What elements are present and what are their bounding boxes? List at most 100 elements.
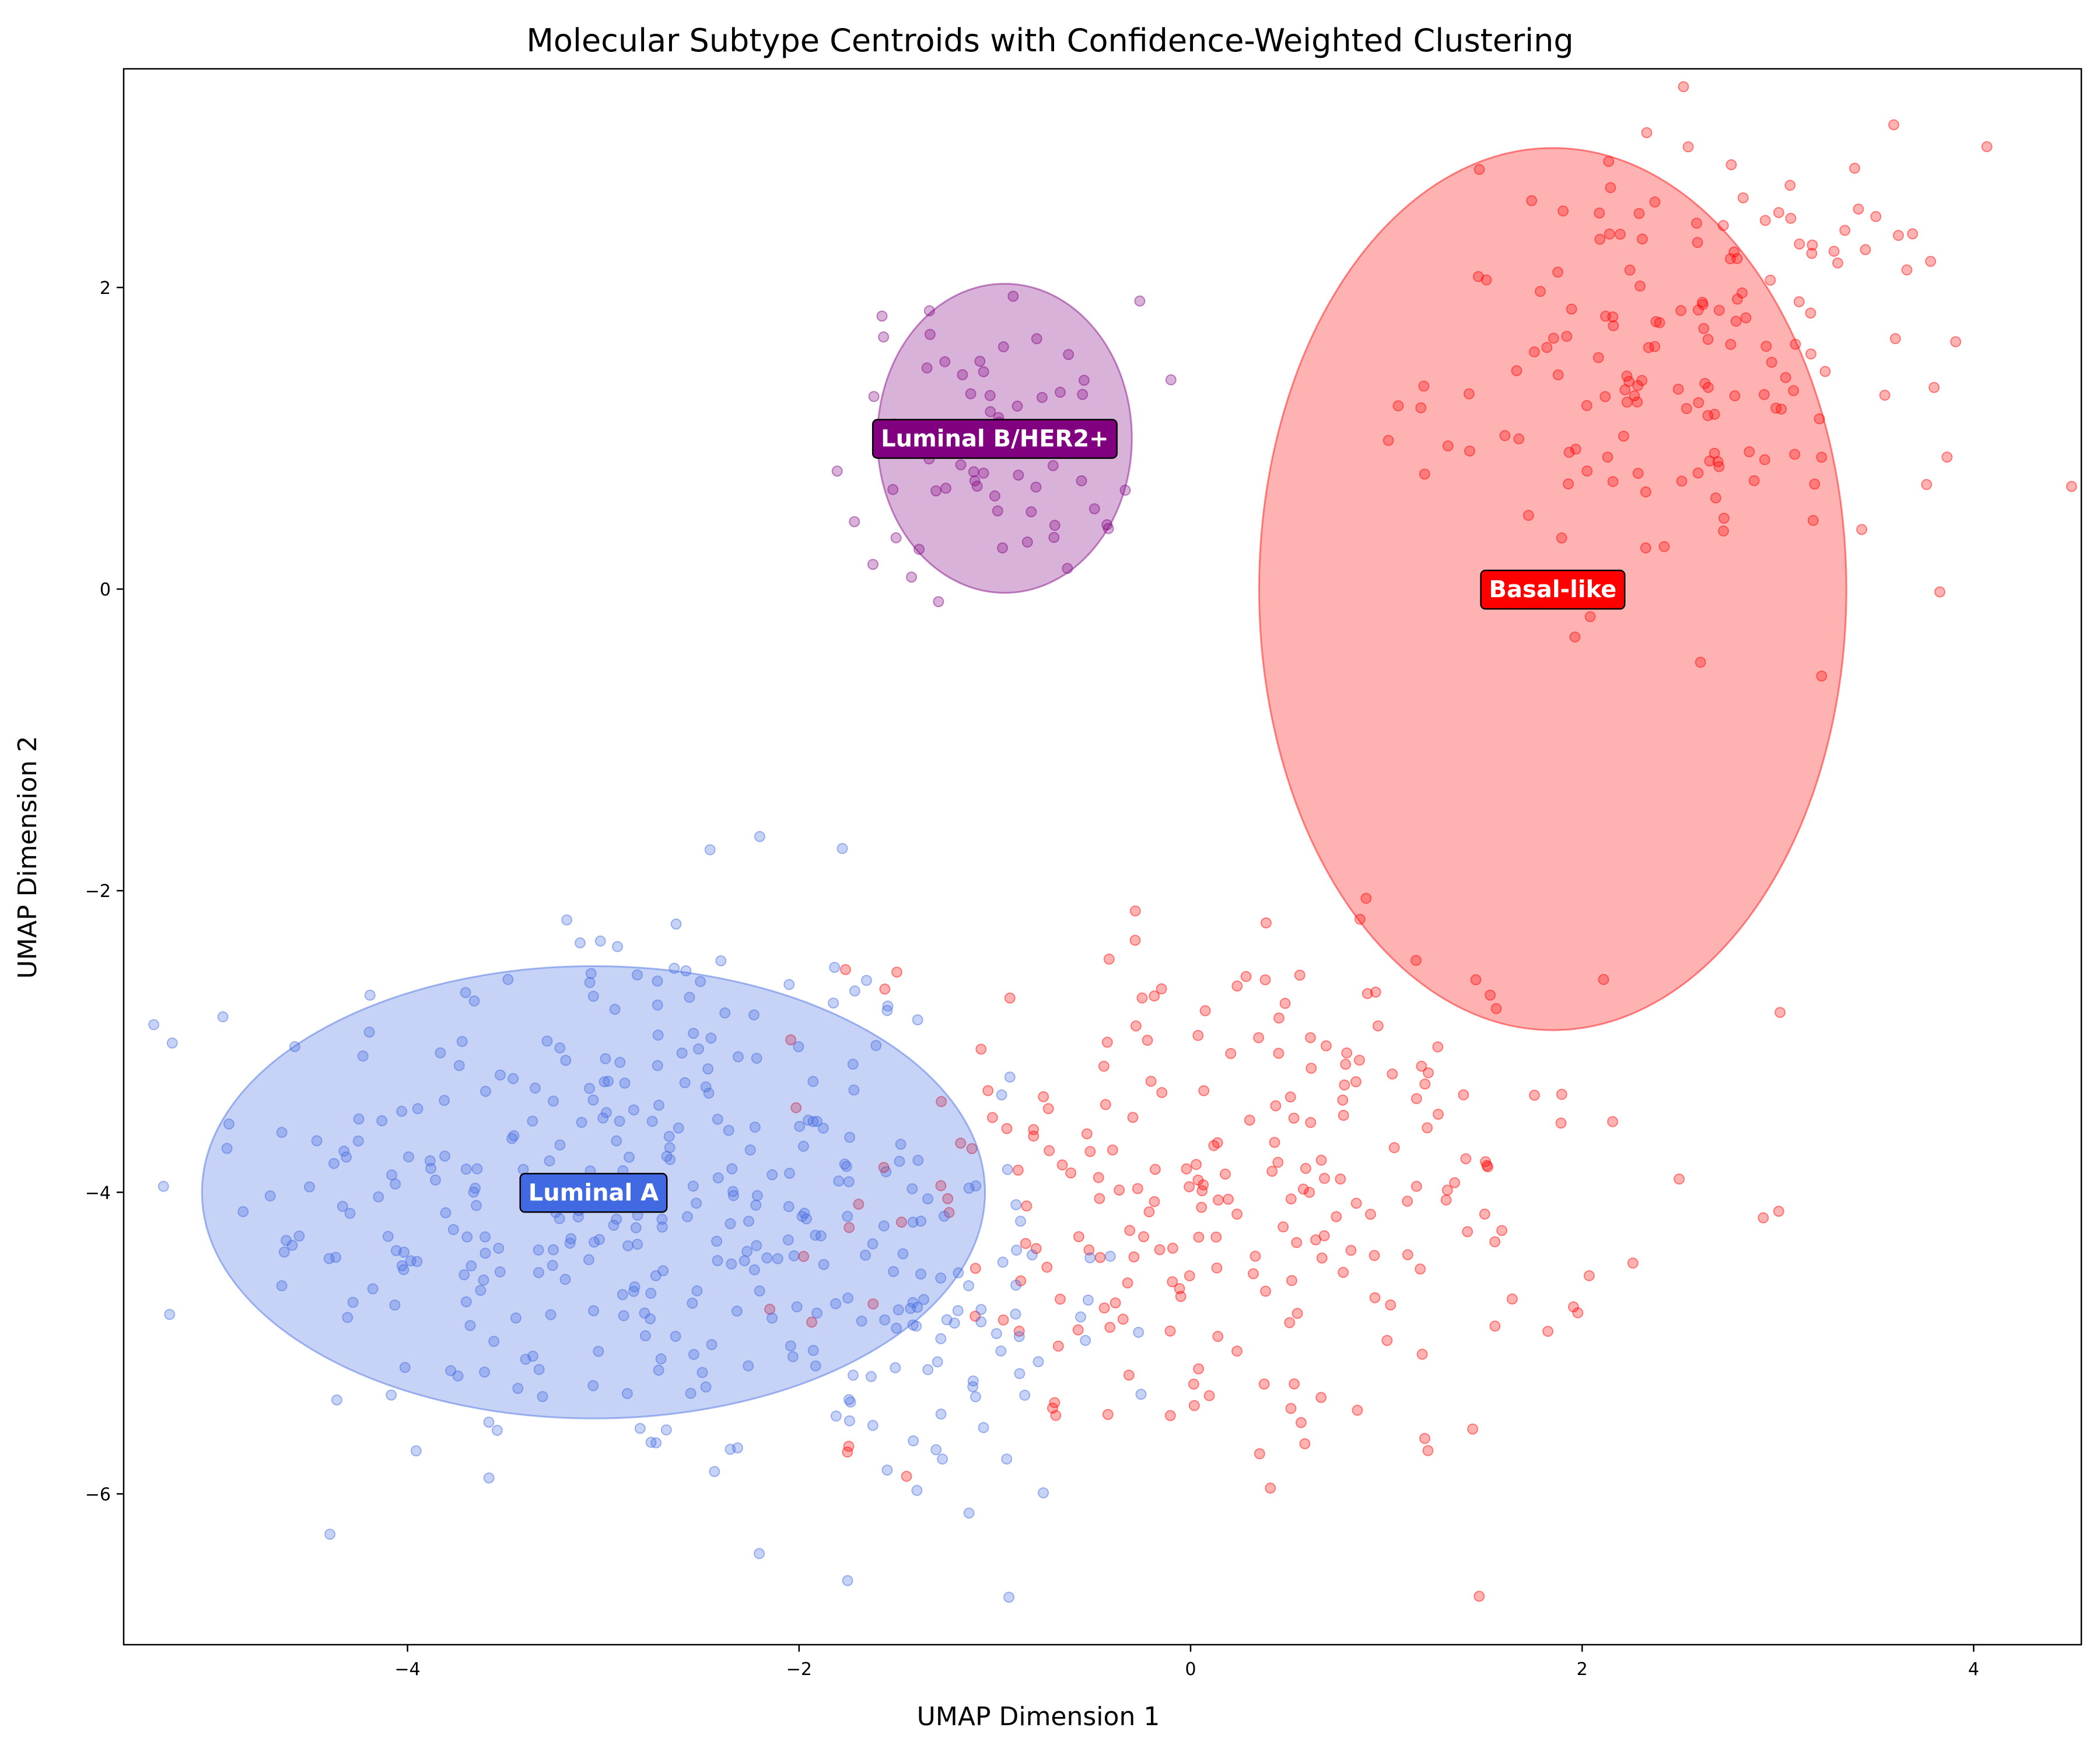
sample-point — [1731, 293, 1743, 305]
sample-point — [1710, 492, 1721, 504]
sample-point — [328, 1158, 340, 1169]
sample-point — [425, 1162, 437, 1174]
sample-point — [806, 1316, 818, 1328]
sample-point — [533, 1364, 545, 1375]
sample-point — [2066, 481, 2077, 492]
sample-point — [1529, 1089, 1541, 1101]
sample-point — [1132, 1183, 1143, 1194]
sample-point — [464, 1320, 476, 1331]
sample-point — [1210, 1231, 1222, 1243]
sample-point — [660, 1424, 672, 1436]
sample-point — [1193, 1363, 1205, 1375]
sample-point — [881, 1005, 893, 1017]
sample-point — [1316, 1252, 1328, 1264]
sample-point — [1692, 467, 1704, 479]
sample-point — [652, 1060, 663, 1071]
plot-frame — [123, 68, 2082, 1646]
sample-point — [1594, 207, 1605, 219]
sample-point — [939, 356, 951, 367]
sample-point — [527, 1350, 538, 1362]
sample-point — [520, 1354, 531, 1365]
sample-point — [1315, 1392, 1327, 1403]
sample-point — [1506, 1293, 1518, 1305]
sample-point — [664, 1154, 676, 1165]
sample-point — [942, 1193, 954, 1204]
sample-point — [1724, 253, 1736, 265]
sample-point — [1331, 1211, 1342, 1222]
sample-point — [1556, 1088, 1567, 1100]
sample-point — [914, 544, 925, 555]
sample-point — [1273, 1047, 1284, 1059]
sample-point — [1555, 1117, 1567, 1129]
x-tick-label: 4 — [1968, 1659, 1979, 1680]
sample-point — [1212, 1137, 1223, 1148]
sample-point — [1181, 1163, 1192, 1175]
sample-point — [761, 1252, 773, 1264]
sample-point — [888, 1266, 900, 1277]
sample-point — [1816, 670, 1828, 682]
sample-point — [1011, 1245, 1023, 1256]
sample-point — [975, 1043, 987, 1055]
sample-point — [1175, 1291, 1186, 1302]
cluster-label-text: Basal-like — [1489, 576, 1617, 603]
sample-point — [911, 1485, 923, 1497]
sample-point — [338, 1145, 350, 1157]
sample-point — [1569, 631, 1581, 643]
sample-point — [1192, 1174, 1204, 1186]
sample-point — [965, 388, 977, 400]
sample-point — [876, 310, 888, 322]
sample-point — [1699, 377, 1711, 389]
sample-point — [1584, 611, 1596, 622]
sample-point — [650, 1270, 662, 1281]
sample-point — [844, 1131, 856, 1143]
x-axis-title: UMAP Dimension 1 — [917, 1702, 1160, 1732]
sample-point — [564, 1238, 576, 1249]
sample-point — [1410, 955, 1422, 966]
sample-point — [1038, 1091, 1049, 1103]
sample-point — [389, 1299, 401, 1311]
sample-point — [785, 1340, 796, 1352]
sample-point — [1270, 1100, 1282, 1112]
sample-point — [1650, 316, 1662, 328]
sample-point — [785, 1034, 797, 1046]
sample-point — [1570, 443, 1581, 455]
sample-point — [1101, 519, 1113, 531]
sample-point — [1581, 465, 1593, 477]
sample-point — [1353, 1054, 1365, 1066]
sample-point — [1382, 435, 1394, 446]
sample-point — [952, 1305, 964, 1316]
sample-point — [796, 1211, 808, 1222]
sample-point — [842, 1292, 854, 1304]
sample-point — [829, 962, 841, 973]
sample-point — [1300, 1162, 1311, 1174]
sample-point — [941, 1314, 953, 1326]
sample-point — [470, 1182, 481, 1194]
sample-point — [1563, 478, 1574, 490]
sample-point — [1072, 1324, 1084, 1336]
sample-point — [1012, 1164, 1024, 1176]
sample-point — [982, 1085, 994, 1096]
sample-point — [1888, 119, 1899, 131]
sample-point — [704, 844, 716, 856]
sample-point — [1055, 1294, 1066, 1305]
sample-point — [164, 1309, 176, 1320]
sample-point — [1402, 1196, 1413, 1207]
sample-point — [1319, 1172, 1331, 1184]
sample-point — [1248, 1268, 1259, 1280]
sample-point — [1410, 1180, 1422, 1192]
sample-point — [410, 1445, 422, 1457]
sample-point — [849, 516, 860, 527]
sample-point — [587, 990, 599, 1002]
sample-point — [554, 1042, 566, 1054]
sample-point — [940, 482, 952, 494]
sample-point — [978, 1422, 989, 1434]
sample-point — [653, 1099, 664, 1111]
sample-point — [712, 1113, 723, 1125]
sample-point — [1046, 1402, 1058, 1414]
sample-point — [1199, 1005, 1211, 1017]
sample-point — [878, 1162, 890, 1173]
sample-point — [1534, 286, 1546, 297]
sample-point — [565, 1233, 577, 1245]
x-tick-label: 2 — [1577, 1659, 1588, 1680]
sample-point — [1299, 1438, 1311, 1449]
